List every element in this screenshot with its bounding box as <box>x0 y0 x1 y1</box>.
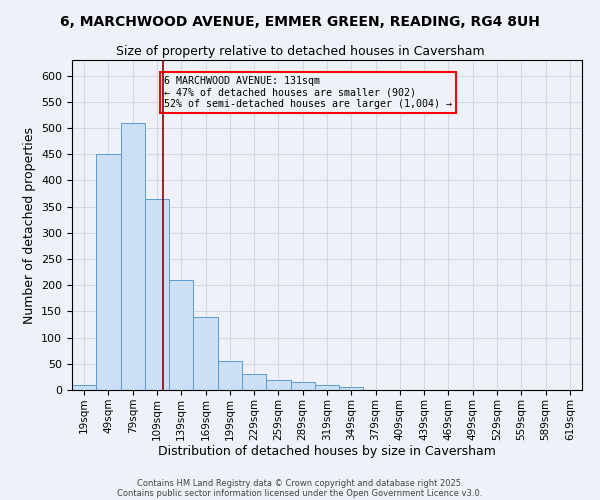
Y-axis label: Number of detached properties: Number of detached properties <box>23 126 35 324</box>
Bar <box>193 316 218 390</box>
Bar <box>169 280 193 390</box>
Bar <box>218 361 242 390</box>
Bar <box>121 123 145 390</box>
Bar <box>339 388 364 390</box>
Bar <box>315 385 339 390</box>
Text: Contains public sector information licensed under the Open Government Licence v3: Contains public sector information licen… <box>118 488 482 498</box>
Text: Contains HM Land Registry data © Crown copyright and database right 2025.: Contains HM Land Registry data © Crown c… <box>137 478 463 488</box>
Text: 6 MARCHWOOD AVENUE: 131sqm
← 47% of detached houses are smaller (902)
52% of sem: 6 MARCHWOOD AVENUE: 131sqm ← 47% of deta… <box>164 76 452 109</box>
X-axis label: Distribution of detached houses by size in Caversham: Distribution of detached houses by size … <box>158 446 496 458</box>
Bar <box>72 385 96 390</box>
Bar <box>266 380 290 390</box>
Bar <box>290 382 315 390</box>
Bar <box>145 199 169 390</box>
Bar <box>242 374 266 390</box>
Bar <box>96 154 121 390</box>
Text: 6, MARCHWOOD AVENUE, EMMER GREEN, READING, RG4 8UH: 6, MARCHWOOD AVENUE, EMMER GREEN, READIN… <box>60 15 540 29</box>
Text: Size of property relative to detached houses in Caversham: Size of property relative to detached ho… <box>116 45 484 58</box>
